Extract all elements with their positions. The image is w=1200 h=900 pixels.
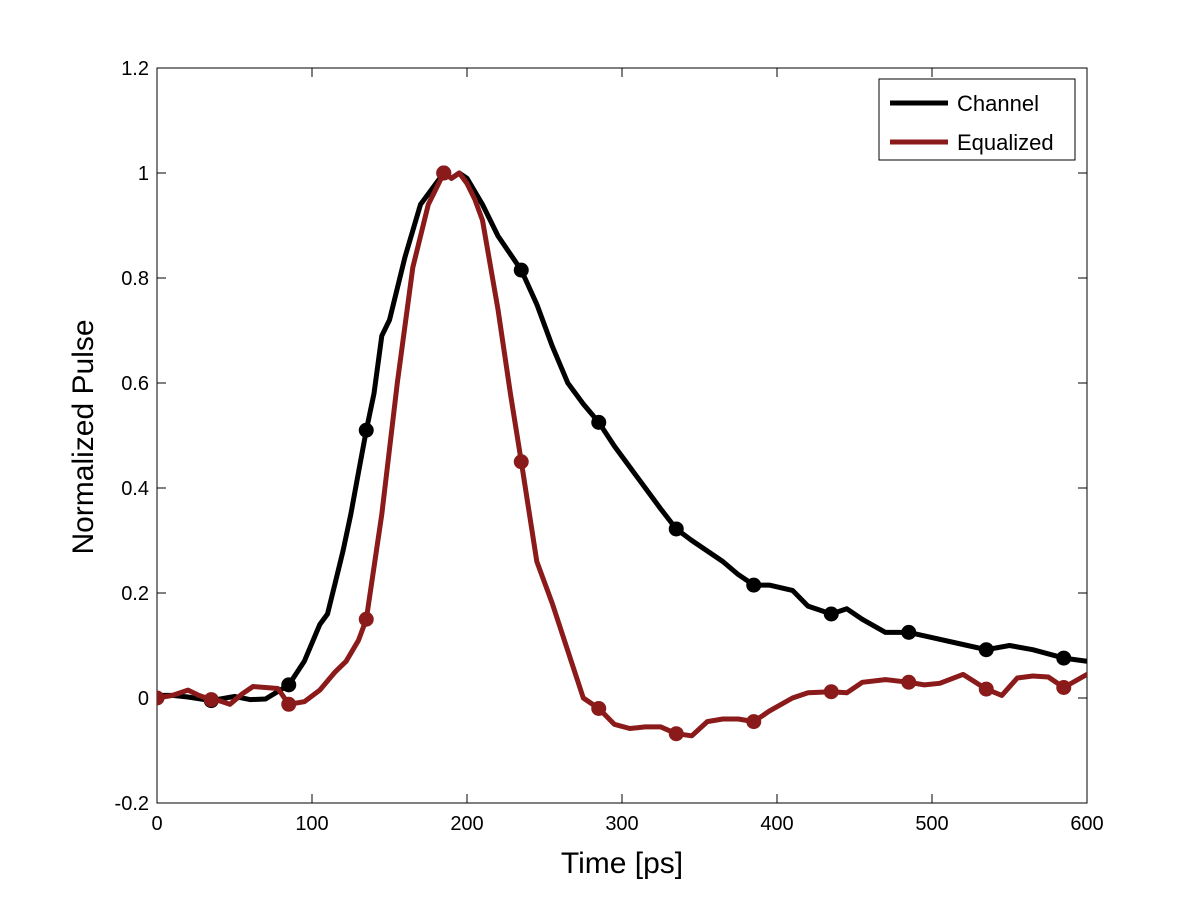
x-tick-label: 200 [450,813,483,835]
x-axis-label: Time [ps] [561,847,683,880]
data-point-channel [513,262,529,278]
y-tick-label: 0.6 [121,373,149,395]
x-tick-label: 600 [1070,813,1103,835]
data-point-equalized [358,611,374,627]
data-point-equalized [1056,680,1072,695]
y-axis-label: Normalized Pulse [67,319,100,554]
series-equalized [157,165,1087,742]
legend-label-equalized: Equalized [957,130,1054,155]
y-tick-label: 0.4 [121,478,149,500]
data-point-channel [358,422,374,438]
data-point-equalized [978,681,994,697]
data-point-equalized [157,690,165,706]
data-point-channel [978,642,994,658]
series-channel [157,165,1087,709]
x-tick-label: 300 [605,813,638,835]
series-line-equalized [157,170,1087,739]
data-point-channel [668,521,684,537]
data-point-equalized [668,726,684,742]
data-point-channel [901,624,917,640]
y-tick-label: 0.8 [121,268,149,290]
data-point-equalized [203,692,219,708]
x-tick-label: 0 [151,813,162,835]
y-tick-label: -0.2 [115,793,149,815]
data-point-equalized [823,684,839,700]
series-layer [157,165,1087,742]
y-tick-label: 1 [138,163,149,185]
data-point-equalized [901,674,917,690]
x-tick-label: 500 [915,813,948,835]
legend: Channel Equalized [878,78,1076,161]
data-point-equalized [513,454,529,470]
y-tick-label: 0 [138,688,149,710]
data-point-equalized [281,696,297,712]
data-point-channel [281,677,297,693]
data-point-channel [1056,650,1072,666]
data-point-channel [823,606,839,622]
data-point-equalized [436,165,452,181]
y-tick-label: 0.2 [121,583,149,605]
data-point-channel [746,577,762,593]
data-point-channel [591,414,607,430]
data-point-equalized [746,714,762,730]
legend-box [878,78,1076,161]
data-point-equalized [591,701,607,716]
x-tick-label: 400 [760,813,793,835]
axis-ticks: 0 100 200 300 400 500 600-0.200.20.40.60.811.2 [115,58,1104,835]
x-tick-label: 100 [295,813,328,835]
y-tick-label: 1.2 [121,58,149,80]
legend-label-channel: Channel [957,91,1039,116]
series-line-channel [157,170,1087,704]
